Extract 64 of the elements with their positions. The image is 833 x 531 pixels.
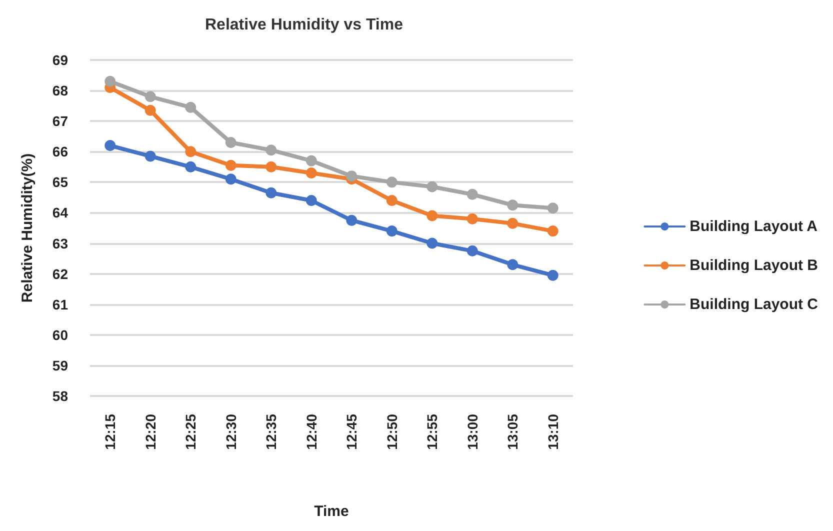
x-tick-label: 12:25 bbox=[182, 414, 199, 450]
point bbox=[386, 195, 398, 206]
point bbox=[104, 76, 116, 87]
point bbox=[386, 176, 398, 188]
point bbox=[547, 270, 558, 281]
point bbox=[144, 150, 156, 162]
y-tick-label: 65 bbox=[52, 174, 68, 190]
point bbox=[386, 226, 398, 237]
point bbox=[426, 238, 438, 249]
point bbox=[225, 174, 236, 185]
point bbox=[185, 102, 196, 113]
point bbox=[185, 161, 196, 172]
x-tick-label: 12:45 bbox=[344, 414, 360, 450]
x-tick-label: 12:15 bbox=[102, 414, 118, 450]
y-tick-label: 64 bbox=[52, 204, 68, 221]
y-tick-label: 69 bbox=[52, 52, 68, 68]
point bbox=[507, 200, 518, 211]
x-axis-title: Time bbox=[314, 503, 349, 520]
x-tick-label: 12:40 bbox=[303, 414, 320, 450]
point bbox=[346, 214, 358, 226]
legend-label: Building Layout B bbox=[690, 257, 818, 274]
point bbox=[507, 259, 518, 270]
x-tick-label: 13:00 bbox=[464, 414, 480, 450]
y-tick-label: 58 bbox=[52, 388, 68, 404]
point bbox=[266, 187, 277, 198]
point bbox=[547, 226, 558, 237]
point bbox=[144, 91, 156, 102]
point bbox=[104, 140, 116, 152]
point bbox=[466, 213, 478, 224]
point bbox=[266, 144, 277, 156]
y-tick-label: 67 bbox=[52, 113, 68, 130]
x-tick-label: 12:55 bbox=[424, 414, 440, 450]
x-tick-label: 12:50 bbox=[384, 414, 400, 450]
y-tick-label: 66 bbox=[52, 144, 68, 160]
point bbox=[466, 188, 478, 200]
x-tick-label: 12:20 bbox=[142, 414, 158, 450]
point bbox=[547, 202, 558, 214]
point bbox=[306, 168, 317, 179]
y-tick-label: 62 bbox=[52, 266, 68, 282]
point bbox=[306, 195, 317, 206]
x-tick-label: 13:05 bbox=[504, 414, 521, 450]
y-tick-label: 63 bbox=[52, 235, 68, 252]
point bbox=[507, 218, 518, 229]
x-tick-label: 13:10 bbox=[544, 414, 561, 450]
x-tick-label: 12:30 bbox=[222, 414, 239, 450]
y-tick-label: 59 bbox=[52, 357, 68, 374]
point bbox=[144, 104, 156, 116]
point bbox=[306, 155, 317, 166]
point bbox=[426, 181, 438, 192]
point bbox=[225, 160, 236, 171]
point bbox=[266, 161, 277, 172]
y-tick-label: 60 bbox=[52, 326, 68, 343]
legend-label: Building Layout C bbox=[690, 296, 818, 313]
point bbox=[466, 245, 478, 256]
point bbox=[346, 170, 358, 182]
y-tick-label: 68 bbox=[52, 82, 68, 99]
point bbox=[225, 136, 236, 148]
x-tick-label: 12:35 bbox=[263, 414, 280, 450]
chart-title: Relative Humidity vs Time bbox=[205, 16, 404, 34]
y-axis-title: Relative Humidity(%) bbox=[19, 153, 36, 303]
y-tick-label: 61 bbox=[52, 296, 68, 312]
point bbox=[185, 146, 196, 158]
point bbox=[426, 210, 438, 222]
legend-label: Building Layout A bbox=[690, 218, 818, 235]
